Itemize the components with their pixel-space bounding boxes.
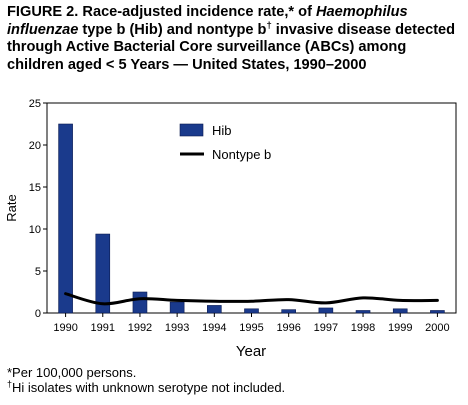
legend-label-nontype-b: Nontype b <box>212 147 271 162</box>
nontype-b-line <box>64 292 439 306</box>
x-tick-label-1990: 1990 <box>53 322 77 334</box>
y-tick-label-5: 5 <box>35 266 41 278</box>
hib-bar-1992 <box>132 291 148 314</box>
footnote-serotype: †Hi isolates with unknown serotype not i… <box>7 379 286 396</box>
x-tick-label-1994: 1994 <box>202 322 226 334</box>
footnotes: *Per 100,000 persons. †Hi isolates with … <box>7 365 285 395</box>
hib-bar-1995 <box>244 308 259 314</box>
y-tick-label-0: 0 <box>35 308 41 320</box>
y-tick-label-20: 20 <box>29 140 41 152</box>
y-tick-label-10: 10 <box>29 224 41 236</box>
x-axis-label: Year <box>236 343 266 360</box>
y-axis-label: Rate <box>4 194 19 221</box>
title-dagger-mark: † <box>266 19 272 31</box>
title-part-1: FIGURE 2. Race-adjusted incidence rate,*… <box>7 4 316 20</box>
x-tick-label-2000: 2000 <box>425 322 449 334</box>
footnote-rate-unit: *Per 100,000 persons. <box>7 365 137 380</box>
x-tick-label-1993: 1993 <box>165 322 189 334</box>
footnote-dagger-mark: † <box>7 379 13 389</box>
x-tick-label-1996: 1996 <box>276 322 300 334</box>
hib-bar-1997 <box>318 307 334 314</box>
title-part-3: invasive disease detected through Active… <box>7 21 456 73</box>
chart-ticks: 0 5 10 15 20 25 1990 1991 1992 1993 1994 1995 1996 19… <box>29 98 450 334</box>
x-tick-label-1999: 1999 <box>388 322 412 334</box>
x-tick-label-1997: 1997 <box>314 322 338 334</box>
legend-swatch-hib <box>179 123 204 137</box>
footnote-serotype-text: Hi isolates with unknown serotype not in… <box>12 380 286 395</box>
x-tick-label-1991: 1991 <box>91 322 115 334</box>
hib-bar-1998 <box>355 310 371 314</box>
figure-title: FIGURE 2. Race-adjusted incidence rate,*… <box>7 4 463 74</box>
hib-bar-1996 <box>281 309 296 314</box>
y-tick-label-15: 15 <box>29 182 41 194</box>
x-tick-label-1998: 1998 <box>351 322 375 334</box>
nontype-b-line-group <box>64 292 439 306</box>
chart-legend: Hib Nontype b <box>179 123 271 162</box>
hib-bar-2000 <box>430 310 445 314</box>
x-tick-label-1995: 1995 <box>239 322 263 334</box>
hib-bar-1999 <box>392 308 408 314</box>
hib-bar-1994 <box>207 305 222 314</box>
title-italic-organism: Haemophilus influenzae <box>7 4 408 38</box>
y-tick-label-25: 25 <box>29 98 41 110</box>
title-part-2: type b (Hib) and nontype b <box>78 21 267 38</box>
legend-label-hib: Hib <box>212 123 232 138</box>
hib-bar-1990 <box>58 123 73 314</box>
x-tick-label-1992: 1992 <box>128 322 152 334</box>
hib-bar-1993 <box>169 301 185 314</box>
hib-bar-1991 <box>95 233 111 314</box>
